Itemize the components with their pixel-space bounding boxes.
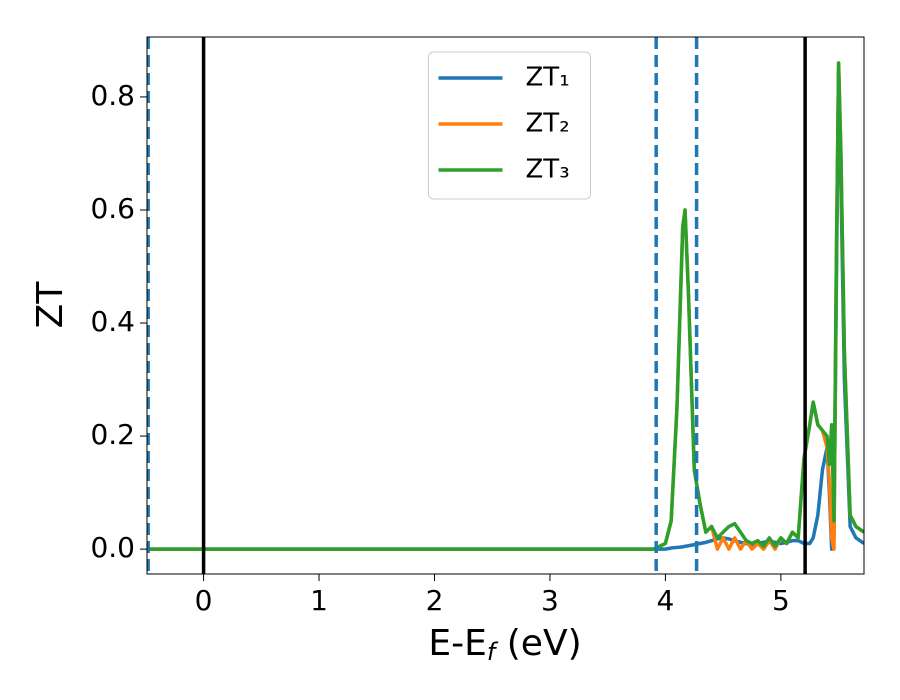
- y-axis-label: ZT: [30, 281, 71, 329]
- x-tick-label: 3: [541, 584, 559, 617]
- x-tick-label: 2: [426, 584, 444, 617]
- x-tick-label: 5: [772, 584, 790, 617]
- y-tick-label: 0.2: [90, 418, 135, 451]
- plot-frame: [146, 36, 865, 575]
- y-tick-label: 0.6: [90, 192, 135, 225]
- x-axis-label: E-Ef (eV): [428, 623, 581, 666]
- y-tick-label: 0.0: [90, 531, 135, 564]
- legend-box: [428, 51, 591, 200]
- y-tick-label: 0.8: [90, 79, 135, 112]
- legend-label: ZT₁: [526, 63, 570, 93]
- series-line: [147, 61, 864, 551]
- x-tick-label: 0: [195, 584, 213, 617]
- x-tick-label: 1: [310, 584, 328, 617]
- legend-label: ZT₃: [526, 155, 570, 185]
- y-tick-label: 0.4: [90, 305, 135, 338]
- x-tick-label: 4: [656, 584, 674, 617]
- legend-label: ZT₂: [526, 109, 570, 139]
